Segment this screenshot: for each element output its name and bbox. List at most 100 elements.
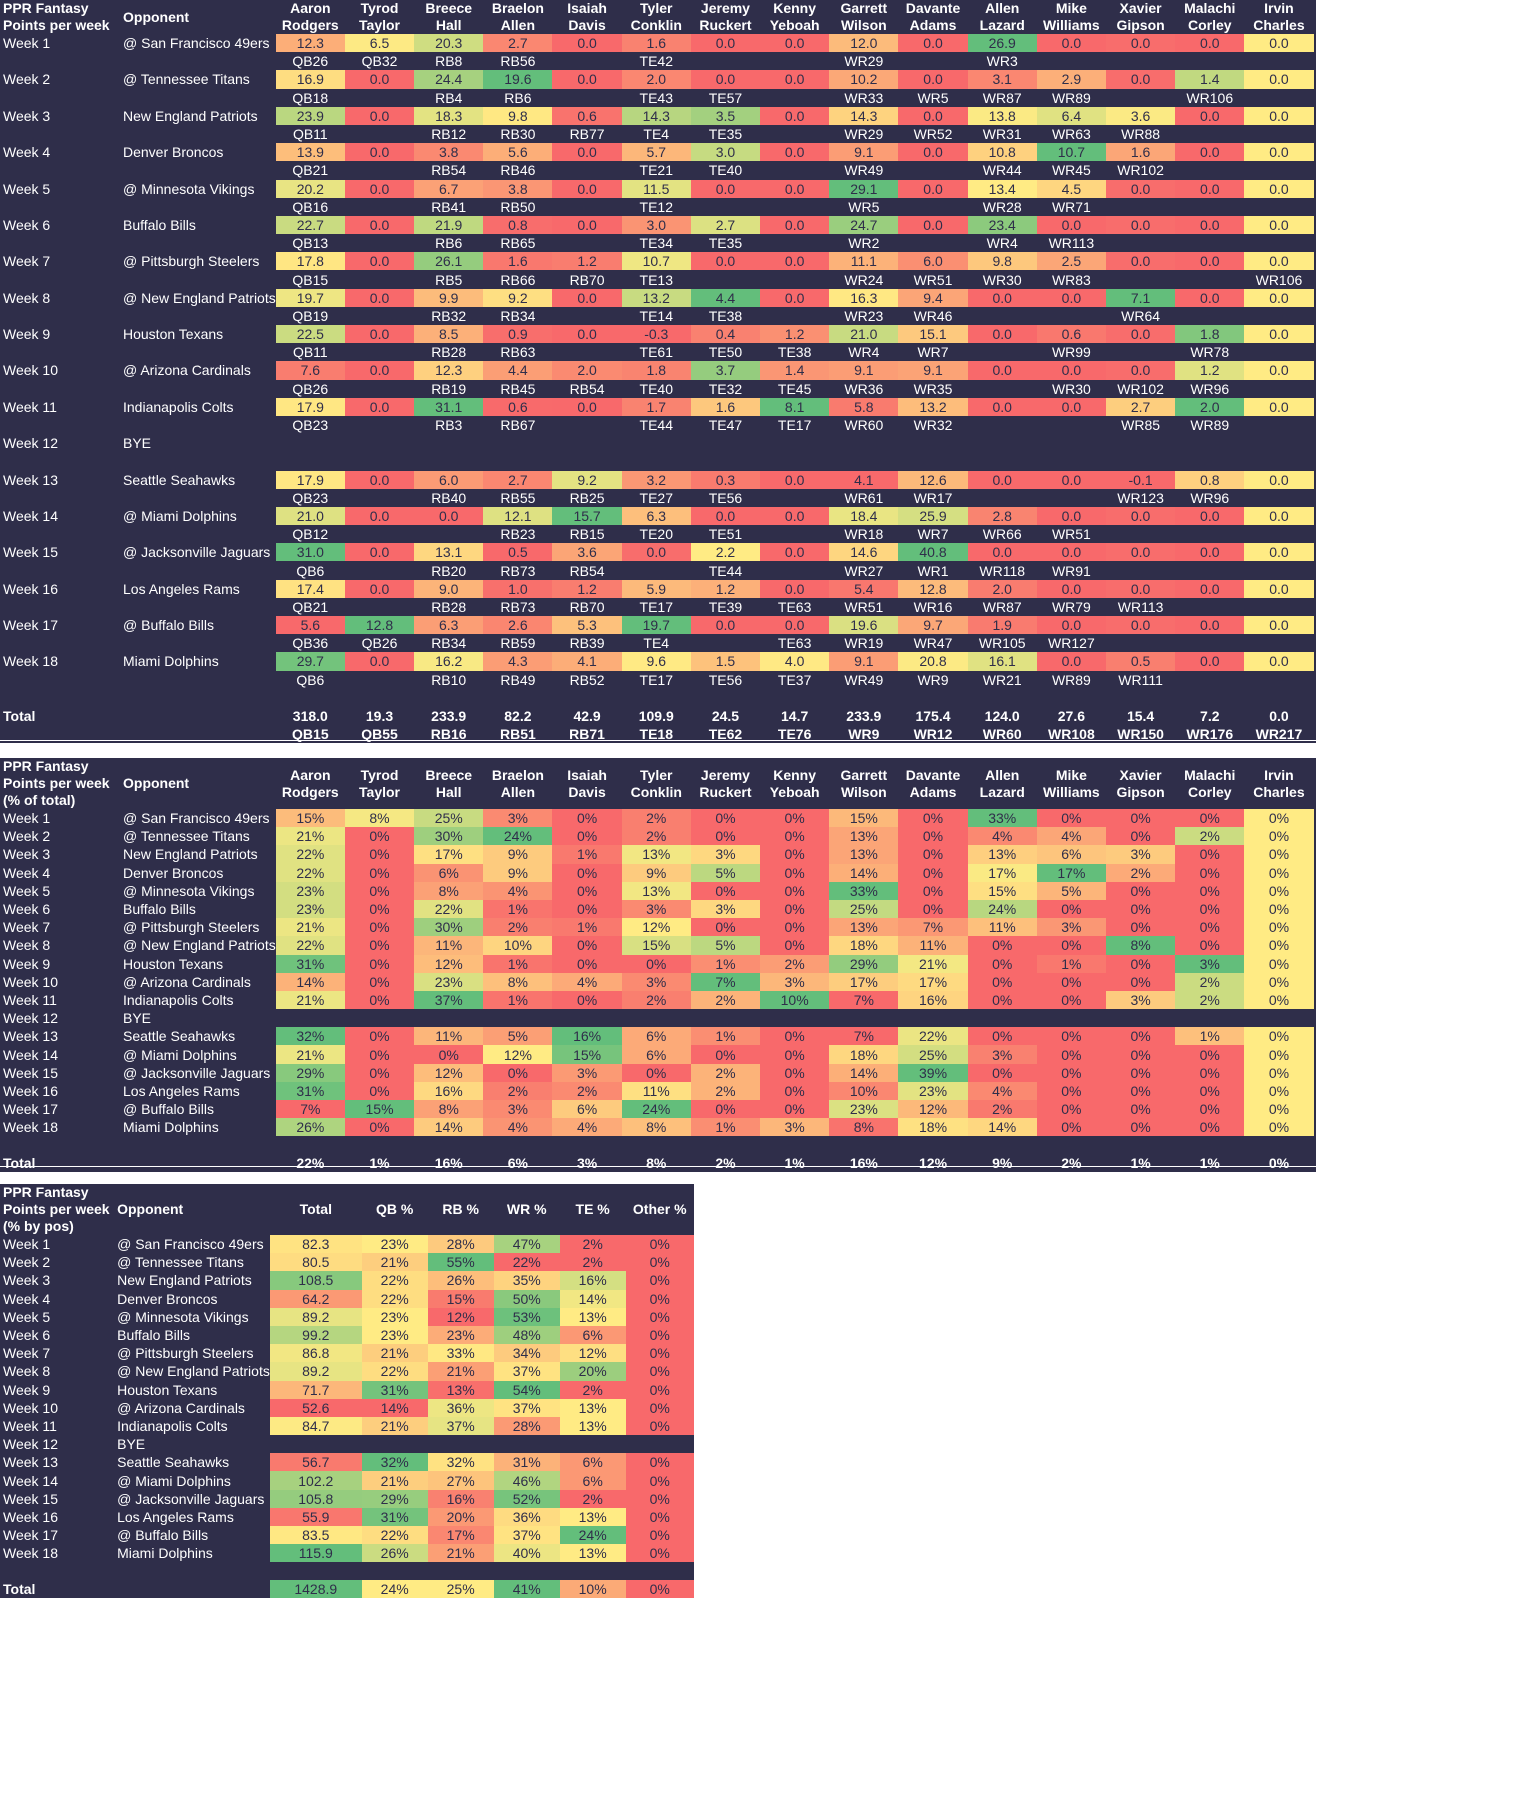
rank-cell: RB49 [500, 671, 536, 688]
rank-cell: WR123 [1117, 489, 1164, 506]
rank-cell: WR52 [913, 126, 953, 143]
opponent-name: Denver Broncos [123, 864, 224, 881]
total-rank-cell: RB71 [569, 725, 605, 742]
points-cell: 0.0 [690, 252, 761, 271]
percent-cell: 2% [621, 827, 691, 846]
position-share-cell: 20% [427, 1507, 494, 1526]
points-cell: 0.0 [552, 179, 622, 198]
points-cell: 6.3 [621, 506, 691, 526]
points-cell: 13.8 [967, 106, 1037, 125]
rank-cell [345, 89, 414, 107]
points-cell: 2.7 [483, 470, 553, 489]
total-row: Total 22% 1% 16% 6% 3% 8% 2% 1% 16% 12% 9% 2% 1% 1% 0% [0, 1154, 1314, 1172]
spacer-cell [120, 270, 276, 288]
position-share-cell: 27% [427, 1471, 494, 1490]
rank-cell: WR30 [982, 271, 1022, 288]
empty-cell [691, 452, 760, 470]
position-share-cell: 22% [361, 1271, 428, 1290]
rank-cell: TE40 [639, 380, 673, 397]
percent-cell: 0% [1036, 972, 1106, 991]
percent-cell: 3% [1105, 845, 1176, 864]
column-header-aaron-rodgers: Aaron Rodgers [281, 0, 339, 33]
rank-cell: WR87 [982, 89, 1022, 106]
percent-cell: 21% [275, 918, 345, 937]
percent-cell: 0% [344, 990, 415, 1010]
position-share-cell: 0% [625, 1362, 694, 1381]
rank-cell: WR32 [913, 417, 953, 434]
opponent-name: @ Jacksonville Jaguars [123, 1064, 271, 1081]
rank-cell [760, 307, 829, 325]
rank-cell: RB67 [500, 417, 536, 434]
opponent-name: @ Tennessee Titans [123, 828, 250, 845]
position-share-cell: 0% [625, 1235, 694, 1254]
points-cell: 0.0 [1105, 252, 1176, 271]
column-header-breece-hall: Breece Hall [425, 766, 473, 800]
percent-cell: 10% [760, 990, 830, 1010]
empty-cell [362, 1435, 428, 1453]
points-cell: 9.1 [829, 143, 899, 162]
week-row: Week 16 Los Angeles Rams 17.4 0.0 9.0 1.0 1.2 5… [0, 579, 1314, 598]
week-label: Week 1 [3, 1236, 51, 1253]
opponent-name: Buffalo Bills [117, 1327, 191, 1344]
points-cell: 2.5 [1036, 252, 1106, 271]
rank-row: QB11 RB28 RB63 TE61 TE50 TE38 WR4 WR7 WR99 WR78 [0, 343, 1314, 361]
empty-cell [760, 434, 829, 452]
rank-cell: RB6 [435, 235, 463, 252]
percent-cell: 0% [1244, 954, 1314, 973]
spacer-cell [0, 380, 120, 398]
points-cell: 2.0 [552, 361, 622, 380]
percent-cell: 2% [1175, 827, 1245, 846]
percent-cell: 0% [1036, 936, 1106, 955]
points-cell: 1.8 [621, 361, 691, 380]
rank-row: QB15 RB5 RB66 RB70 TE13 WR24 WR51 WR30 WR83 WR106 [0, 270, 1314, 288]
points-cell: 3.6 [552, 543, 622, 562]
rank-cell: QB26 [292, 380, 329, 397]
rank-cell: WR88 [1121, 126, 1161, 143]
percent-cell: 0% [1175, 863, 1245, 882]
percent-cell: 0% [1036, 990, 1106, 1010]
week-row: Week 8 @ New England Patriots 89.2 22% 21% 37… [0, 1362, 694, 1381]
week-label: Week 11 [3, 398, 57, 415]
total-cell: 233.9 [846, 707, 882, 724]
percent-cell: 0% [1244, 1118, 1314, 1137]
points-cell: 0.0 [760, 288, 830, 307]
points-cell: 0.5 [1105, 652, 1176, 671]
spacer-cell [0, 198, 120, 216]
percent-cell: 2% [621, 990, 691, 1010]
rank-cell [1106, 52, 1175, 70]
rank-row [0, 452, 1314, 470]
rank-cell: TE56 [708, 489, 743, 506]
empty-cell [898, 434, 967, 452]
rank-cell: TE51 [708, 526, 743, 543]
percent-cell: 32% [275, 1027, 345, 1046]
points-cell: 5.8 [829, 397, 899, 416]
position-share-cell: 2% [559, 1235, 626, 1254]
week-row: Week 5 @ Minnesota Vikings 23% 0% 8% 4% 0% 13% 0… [0, 881, 1314, 900]
rank-cell [1244, 161, 1313, 179]
percent-cell: 0% [690, 809, 761, 828]
empty-cell [270, 1435, 362, 1453]
position-share-cell: 55.9 [269, 1507, 362, 1526]
percent-cell: 4% [483, 881, 553, 900]
points-cell: 12.1 [483, 506, 553, 526]
week-label: Week 10 [3, 973, 58, 990]
points-cell: 9.8 [967, 252, 1037, 271]
empty-cell [829, 434, 898, 452]
rank-cell: WR29 [844, 126, 884, 143]
position-share-cell: 83.5 [269, 1526, 362, 1545]
empty-cell [829, 452, 898, 470]
rank-cell [968, 416, 1037, 434]
percent-cell: 0% [1244, 1027, 1314, 1046]
rank-cell: WR49 [844, 671, 884, 688]
rank-cell: WR9 [917, 671, 949, 688]
percent-cell: 3% [1036, 918, 1106, 937]
percent-cell: 0% [898, 809, 968, 828]
percent-cell: 0% [1244, 990, 1314, 1010]
percent-cell: 6% [552, 1100, 622, 1119]
points-cell: 0.6 [1036, 325, 1106, 344]
empty-cell [1244, 434, 1313, 452]
week-row: Week 11 Indianapolis Colts 17.9 0.0 31.1 0.6 0… [0, 397, 1314, 416]
points-cell: 6.5 [344, 34, 415, 53]
position-share-cell: 89.2 [269, 1362, 362, 1381]
percent-cell: 0% [967, 990, 1037, 1010]
